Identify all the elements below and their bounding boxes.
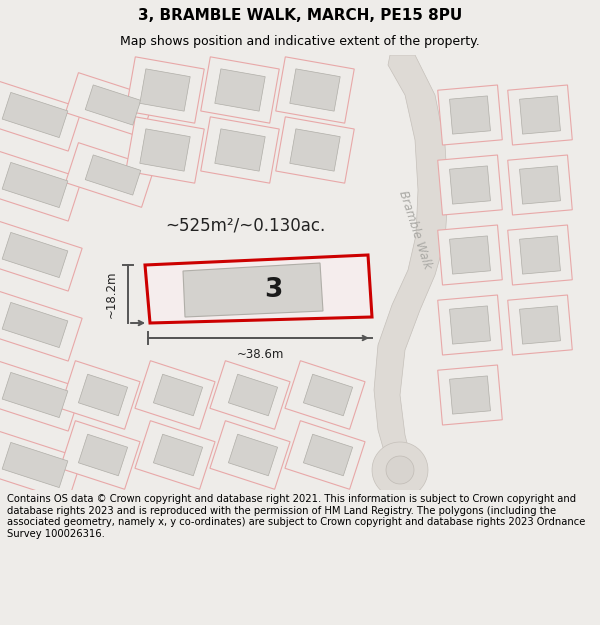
Polygon shape bbox=[438, 85, 502, 145]
Polygon shape bbox=[60, 421, 140, 489]
Polygon shape bbox=[210, 361, 290, 429]
Polygon shape bbox=[304, 434, 353, 476]
Polygon shape bbox=[79, 374, 128, 416]
Polygon shape bbox=[0, 79, 82, 151]
Polygon shape bbox=[229, 374, 278, 416]
Polygon shape bbox=[85, 85, 141, 125]
Polygon shape bbox=[438, 155, 502, 215]
Polygon shape bbox=[60, 361, 140, 429]
Polygon shape bbox=[85, 155, 141, 195]
Polygon shape bbox=[135, 361, 215, 429]
Polygon shape bbox=[2, 302, 68, 348]
Polygon shape bbox=[438, 225, 502, 285]
Polygon shape bbox=[2, 232, 68, 278]
Polygon shape bbox=[508, 155, 572, 215]
Polygon shape bbox=[135, 421, 215, 489]
Polygon shape bbox=[290, 129, 340, 171]
Polygon shape bbox=[520, 166, 560, 204]
Polygon shape bbox=[229, 434, 278, 476]
Polygon shape bbox=[0, 289, 82, 361]
Polygon shape bbox=[276, 117, 354, 183]
Polygon shape bbox=[0, 219, 82, 291]
Polygon shape bbox=[154, 374, 203, 416]
Polygon shape bbox=[276, 57, 354, 123]
Polygon shape bbox=[2, 372, 68, 418]
Polygon shape bbox=[386, 456, 414, 484]
Text: Map shows position and indicative extent of the property.: Map shows position and indicative extent… bbox=[120, 35, 480, 48]
Polygon shape bbox=[154, 434, 203, 476]
Text: Bramble Walk: Bramble Walk bbox=[396, 189, 434, 271]
Polygon shape bbox=[215, 129, 265, 171]
Polygon shape bbox=[508, 295, 572, 355]
Polygon shape bbox=[2, 162, 68, 208]
Polygon shape bbox=[520, 306, 560, 344]
Polygon shape bbox=[285, 421, 365, 489]
Polygon shape bbox=[210, 421, 290, 489]
Polygon shape bbox=[126, 57, 204, 123]
Polygon shape bbox=[201, 117, 279, 183]
Polygon shape bbox=[508, 225, 572, 285]
Polygon shape bbox=[183, 263, 323, 317]
Text: 3: 3 bbox=[265, 277, 283, 303]
Polygon shape bbox=[508, 85, 572, 145]
Polygon shape bbox=[449, 306, 490, 344]
Polygon shape bbox=[215, 69, 265, 111]
Polygon shape bbox=[449, 376, 490, 414]
Polygon shape bbox=[285, 361, 365, 429]
Polygon shape bbox=[140, 129, 190, 171]
Polygon shape bbox=[0, 429, 82, 501]
Polygon shape bbox=[2, 92, 68, 138]
Polygon shape bbox=[126, 117, 204, 183]
Polygon shape bbox=[2, 442, 68, 488]
Polygon shape bbox=[438, 365, 502, 425]
Polygon shape bbox=[449, 166, 490, 204]
Polygon shape bbox=[201, 57, 279, 123]
Polygon shape bbox=[304, 374, 353, 416]
Polygon shape bbox=[290, 69, 340, 111]
Polygon shape bbox=[79, 434, 128, 476]
Polygon shape bbox=[65, 142, 155, 208]
Polygon shape bbox=[374, 55, 448, 490]
Text: 3, BRAMBLE WALK, MARCH, PE15 8PU: 3, BRAMBLE WALK, MARCH, PE15 8PU bbox=[138, 8, 462, 23]
Text: ~18.2m: ~18.2m bbox=[105, 270, 118, 318]
Text: Contains OS data © Crown copyright and database right 2021. This information is : Contains OS data © Crown copyright and d… bbox=[7, 494, 586, 539]
Polygon shape bbox=[449, 236, 490, 274]
Text: ~38.6m: ~38.6m bbox=[236, 348, 284, 361]
Polygon shape bbox=[0, 149, 82, 221]
Polygon shape bbox=[520, 96, 560, 134]
Polygon shape bbox=[520, 236, 560, 274]
Polygon shape bbox=[438, 295, 502, 355]
Polygon shape bbox=[140, 69, 190, 111]
Polygon shape bbox=[0, 359, 82, 431]
Polygon shape bbox=[449, 96, 490, 134]
Polygon shape bbox=[65, 72, 155, 138]
Polygon shape bbox=[372, 442, 428, 498]
Text: ~525m²/~0.130ac.: ~525m²/~0.130ac. bbox=[165, 216, 325, 234]
Polygon shape bbox=[145, 255, 372, 323]
